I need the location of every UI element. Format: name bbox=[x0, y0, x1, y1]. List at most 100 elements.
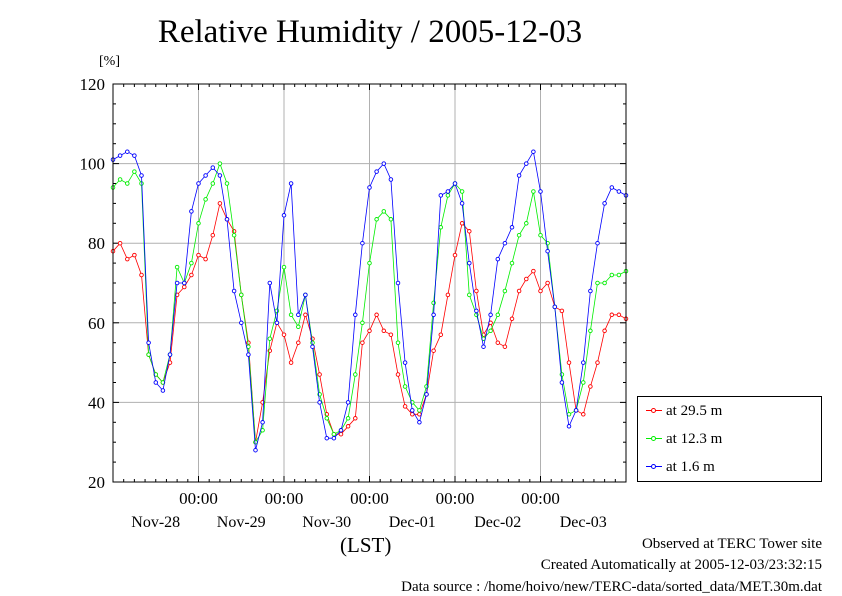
legend-item-1-6m: at 1.6 m bbox=[646, 457, 715, 477]
x-tick-date-label: Dec-03 bbox=[560, 514, 607, 531]
data-point bbox=[516, 288, 522, 294]
data-point bbox=[502, 240, 508, 246]
data-point bbox=[374, 169, 379, 174]
data-point bbox=[481, 344, 486, 349]
data-point bbox=[516, 173, 522, 178]
legend-marker-green bbox=[646, 434, 662, 444]
data-point bbox=[139, 173, 144, 178]
data-point bbox=[417, 420, 422, 425]
legend-marker-blue bbox=[646, 462, 662, 472]
data-point bbox=[381, 161, 387, 166]
data-point bbox=[281, 213, 287, 218]
data-point bbox=[445, 292, 451, 298]
data-point bbox=[374, 312, 379, 318]
data-point bbox=[381, 209, 387, 214]
data-point bbox=[125, 256, 130, 262]
data-point bbox=[360, 240, 365, 246]
data-point bbox=[189, 260, 194, 266]
data-point bbox=[538, 232, 543, 238]
data-point bbox=[431, 348, 436, 353]
data-point bbox=[189, 272, 194, 278]
data-point bbox=[310, 344, 315, 349]
data-point bbox=[531, 189, 536, 194]
data-point bbox=[402, 384, 408, 389]
data-point bbox=[274, 320, 280, 326]
data-point bbox=[324, 416, 330, 421]
data-point bbox=[267, 336, 273, 341]
data-point bbox=[531, 268, 536, 274]
data-point bbox=[231, 288, 237, 294]
data-point bbox=[524, 221, 529, 226]
data-point bbox=[509, 316, 515, 322]
data-point bbox=[459, 201, 465, 206]
data-point bbox=[538, 288, 543, 294]
data-point bbox=[281, 264, 287, 270]
data-point bbox=[146, 340, 151, 345]
data-point bbox=[210, 165, 216, 170]
data-point bbox=[566, 412, 572, 417]
data-point bbox=[338, 431, 344, 437]
data-point bbox=[224, 181, 230, 186]
x-tick-time-label: 00:00 bbox=[521, 489, 560, 508]
chart-title: Relative Humidity / 2005-12-03 bbox=[157, 14, 583, 50]
x-tick-time-label: 00:00 bbox=[350, 489, 389, 508]
data-point bbox=[581, 380, 586, 385]
data-point bbox=[509, 260, 515, 266]
data-point bbox=[210, 232, 216, 238]
data-point bbox=[167, 352, 173, 357]
legend-label: at 12.3 m bbox=[666, 430, 723, 447]
data-point bbox=[125, 181, 130, 186]
data-point bbox=[524, 161, 529, 166]
data-point bbox=[353, 372, 358, 377]
y-unit-label: [%] bbox=[99, 54, 120, 69]
legend-item-12-3m: at 12.3 m bbox=[646, 429, 722, 449]
data-point bbox=[239, 292, 244, 298]
y-tick-label: 40 bbox=[88, 393, 105, 412]
data-point bbox=[288, 312, 294, 318]
data-point bbox=[395, 280, 401, 286]
data-point bbox=[488, 312, 493, 318]
data-point bbox=[203, 197, 208, 202]
data-point bbox=[388, 217, 394, 222]
data-point bbox=[438, 332, 444, 337]
data-point bbox=[410, 408, 415, 413]
data-point bbox=[239, 320, 244, 326]
data-point bbox=[153, 380, 159, 385]
data-point bbox=[395, 372, 401, 377]
data-point bbox=[260, 420, 265, 425]
data-point bbox=[616, 312, 622, 318]
data-point bbox=[467, 292, 472, 298]
data-point bbox=[452, 181, 458, 186]
data-point bbox=[495, 312, 501, 318]
data-point bbox=[324, 435, 330, 441]
data-point bbox=[474, 308, 479, 314]
data-point bbox=[360, 340, 365, 345]
x-tick-time-label: 00:00 bbox=[179, 489, 218, 508]
data-point bbox=[417, 408, 422, 413]
data-point bbox=[488, 328, 493, 334]
data-point bbox=[117, 240, 123, 246]
data-point bbox=[367, 260, 372, 266]
data-point bbox=[588, 328, 593, 334]
data-point bbox=[182, 280, 187, 286]
data-point bbox=[438, 193, 444, 198]
y-tick-label: 80 bbox=[88, 234, 105, 253]
data-point bbox=[395, 340, 401, 345]
data-point bbox=[217, 201, 223, 206]
data-point bbox=[595, 240, 600, 246]
data-point bbox=[566, 360, 572, 365]
legend-label: at 1.6 m bbox=[666, 458, 715, 475]
data-point bbox=[217, 161, 223, 166]
data-point bbox=[602, 201, 607, 206]
data-point bbox=[545, 248, 550, 254]
data-point bbox=[139, 272, 144, 278]
data-point bbox=[566, 424, 572, 429]
x-axis-note: (LST) bbox=[340, 533, 392, 557]
data-point bbox=[609, 272, 615, 278]
data-point bbox=[516, 232, 522, 238]
data-point bbox=[431, 312, 436, 318]
data-point bbox=[303, 312, 308, 318]
data-point bbox=[288, 181, 294, 186]
data-point bbox=[260, 428, 265, 433]
